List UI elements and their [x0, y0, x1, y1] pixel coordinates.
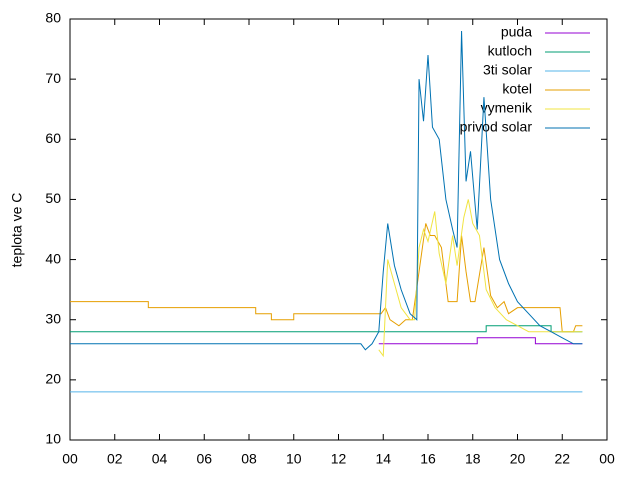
x-tick-label: 00 [599, 451, 615, 467]
legend-label: puda [501, 24, 532, 40]
series-line [378, 337, 583, 345]
x-tick-label: 20 [510, 451, 526, 467]
y-axis-label: teplota ve C [9, 193, 25, 268]
x-tick-label: 12 [331, 451, 347, 467]
y-tick-label: 10 [45, 431, 61, 447]
plot-frame [69, 18, 608, 441]
legend-label: kutloch [488, 43, 532, 59]
legend-label: privod solar [460, 119, 533, 135]
legend-label: 3ti solar [483, 62, 532, 78]
y-tick-label: 50 [45, 190, 61, 206]
y-tick-label: 40 [45, 250, 61, 266]
x-tick-label: 16 [420, 451, 436, 467]
x-tick-label: 00 [62, 451, 78, 467]
y-tick-label: 20 [45, 371, 61, 387]
x-tick-label: 04 [152, 451, 168, 467]
x-tick-label: 18 [465, 451, 481, 467]
legend-label: vymenik [481, 100, 533, 116]
series-line [70, 31, 583, 351]
y-tick-label: 70 [45, 70, 61, 86]
y-tick-label: 60 [45, 130, 61, 146]
x-tick-label: 10 [286, 451, 302, 467]
y-tick-label: 80 [45, 10, 61, 26]
legend-label: kotel [502, 81, 532, 97]
x-tick-label: 08 [241, 451, 257, 467]
x-tick-label: 22 [554, 451, 570, 467]
x-tick-label: 02 [107, 451, 123, 467]
series-line [70, 223, 583, 333]
series-line [378, 199, 583, 358]
x-tick-label: 06 [196, 451, 212, 467]
y-tick-label: 30 [45, 310, 61, 326]
x-tick-label: 14 [375, 451, 391, 467]
